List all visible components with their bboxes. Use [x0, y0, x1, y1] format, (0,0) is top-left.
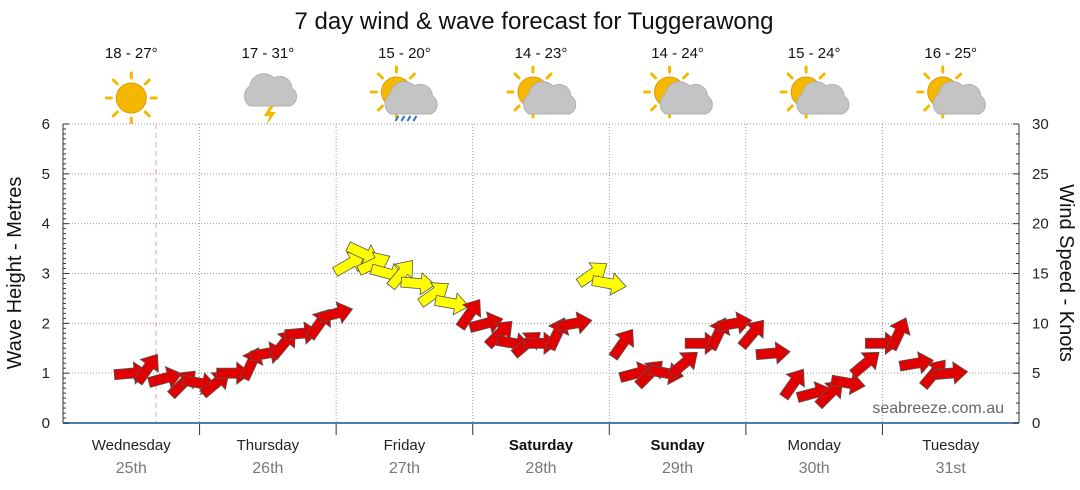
left-tick-label: 6 — [42, 116, 50, 133]
partly-cloudy-icon — [506, 65, 577, 119]
left-tick-label: 1 — [42, 365, 50, 382]
right-tick-label: 5 — [1032, 365, 1040, 382]
temperature-range: 18 - 27° — [105, 45, 158, 62]
wind-arrow — [591, 272, 627, 296]
wind-arrow — [898, 351, 934, 375]
right-tick-label: 0 — [1032, 415, 1040, 432]
wind-arrows — [113, 241, 969, 410]
right-tick-label: 30 — [1032, 116, 1049, 133]
temperature-range: 17 - 31° — [242, 45, 295, 62]
wind-arrow — [737, 319, 765, 351]
wind-arrow — [386, 259, 414, 291]
left-axis-ticks: 0 1 2 3 4 5 6 — [42, 116, 69, 432]
day-header: 16 - 25° — [916, 45, 986, 119]
wind-arrow — [849, 351, 880, 379]
right-axis-label: Wind Speed - Knots — [1055, 184, 1077, 362]
day-date-label: 26th — [252, 460, 283, 477]
wind-arrow — [400, 271, 436, 296]
day-date-label: 30th — [799, 460, 830, 477]
wind-arrow — [779, 368, 805, 401]
day-name-label: Monday — [787, 437, 841, 454]
day-labels: Wednesday 25th Thursday 26th Friday 27th Satur… — [92, 437, 980, 477]
partly-cloudy-icon — [916, 65, 986, 119]
wind-arrow — [455, 298, 482, 331]
wind-arrow — [133, 353, 159, 386]
wind-arrow — [814, 380, 843, 410]
day-header: 17 - 31° — [242, 45, 298, 126]
temperature-range: 15 - 24° — [788, 45, 841, 62]
day-header: 15 - 20° — [369, 45, 438, 122]
storm-icon — [243, 73, 298, 126]
left-tick-label: 3 — [42, 266, 50, 283]
day-forecast-headers: 18 - 27° 17 - 31° 15 - 20° 14 - 23° 14 - 24°… — [104, 45, 986, 126]
partly-cloudy-icon — [779, 65, 850, 119]
day-name-label: Wednesday — [92, 437, 171, 454]
day-name-label: Thursday — [237, 437, 300, 454]
day-date-label: 31st — [936, 460, 967, 477]
temperature-range: 14 - 24° — [651, 45, 704, 62]
wind-arrow — [608, 328, 635, 361]
right-tick-label: 20 — [1032, 216, 1049, 233]
right-tick-label: 25 — [1032, 166, 1049, 183]
day-name-label: Saturday — [509, 437, 574, 454]
day-date-label: 27th — [389, 460, 420, 477]
wind-arrow — [886, 317, 911, 352]
wind-arrow — [716, 311, 753, 335]
wind-arrow — [417, 282, 449, 308]
wind-arrow — [557, 311, 593, 335]
sunny-icon — [104, 71, 158, 125]
wind-arrow — [317, 301, 354, 325]
wind-arrow — [483, 320, 513, 350]
wind-arrow — [434, 292, 470, 316]
partly-cloudy-icon — [643, 65, 713, 119]
day-date-label: 29th — [662, 460, 693, 477]
temperature-range: 16 - 25° — [924, 45, 977, 62]
day-name-label: Sunday — [650, 437, 705, 454]
right-axis-ticks: 0 5 10 15 20 25 30 — [1013, 116, 1049, 432]
left-axis-label: Wave Height - Metres — [4, 177, 26, 370]
wind-arrow — [755, 341, 791, 365]
right-tick-label: 15 — [1032, 266, 1049, 283]
wind-arrow — [575, 262, 608, 288]
chart-title: 7 day wind & wave forecast for Tuggerawo… — [295, 8, 774, 35]
wind-arrow — [932, 361, 969, 385]
wind-arrow — [147, 366, 183, 389]
day-name-label: Tuesday — [922, 437, 979, 454]
day-name-label: Friday — [384, 437, 426, 454]
day-header: 14 - 24° — [643, 45, 713, 119]
wind-arrow — [332, 251, 366, 277]
day-header: 14 - 23° — [506, 45, 577, 119]
temperature-range: 15 - 20° — [378, 45, 431, 62]
left-tick-label: 0 — [42, 415, 50, 432]
left-tick-label: 4 — [42, 216, 50, 233]
wind-arrow — [667, 351, 698, 379]
left-tick-label: 5 — [42, 166, 50, 183]
right-tick-label: 10 — [1032, 315, 1049, 332]
watermark: seabreeze.com.au — [872, 400, 1004, 417]
day-date-label: 25th — [116, 460, 147, 477]
temperature-range: 14 - 23° — [515, 45, 568, 62]
left-tick-label: 2 — [42, 315, 50, 332]
day-header: 18 - 27° — [104, 45, 158, 125]
day-date-label: 28th — [525, 460, 556, 477]
showers-icon — [369, 65, 438, 122]
day-header: 15 - 24° — [779, 45, 850, 119]
